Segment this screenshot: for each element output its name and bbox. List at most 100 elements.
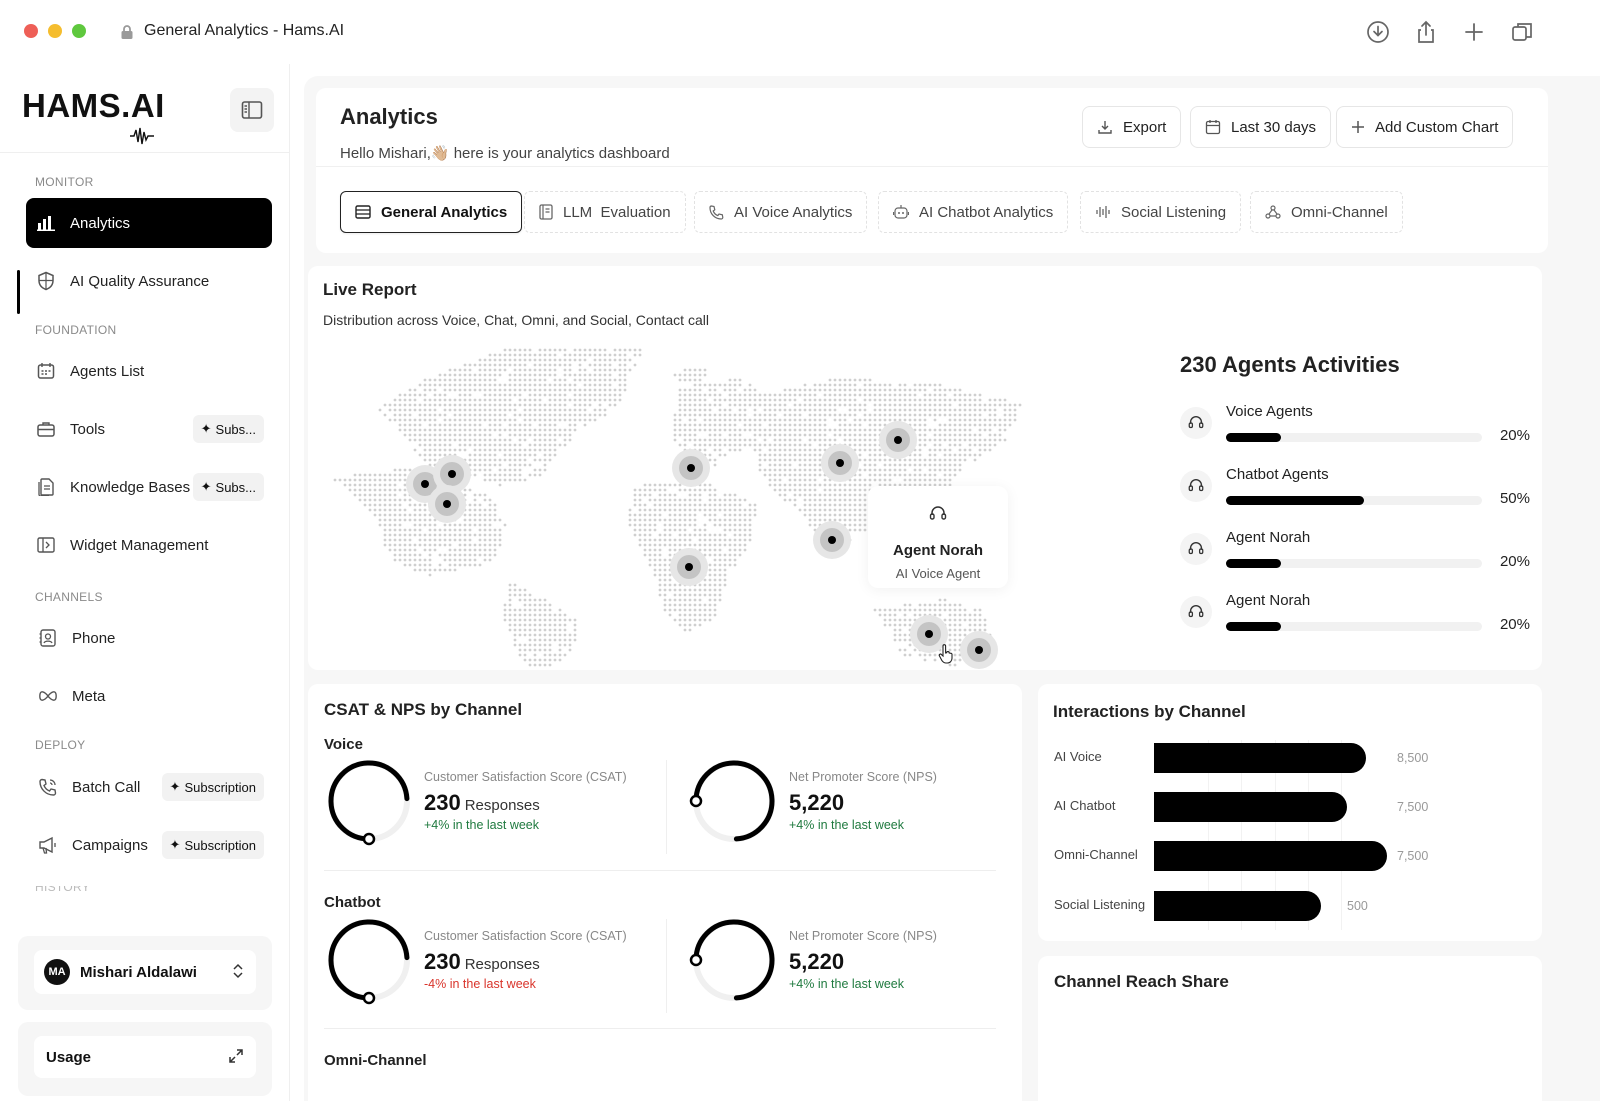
map-dot: [718, 558, 722, 562]
agent-location-marker[interactable]: [821, 444, 859, 482]
map-dot: [913, 383, 917, 387]
tabs-overview-icon[interactable]: [1509, 19, 1535, 45]
map-dot: [443, 533, 447, 537]
sidebar-item-knowledge-bases[interactable]: Knowledge Bases ✦ Subs...: [26, 462, 272, 512]
map-dot: [918, 443, 922, 447]
map-dot: [553, 363, 557, 367]
map-dot: [428, 528, 432, 532]
map-dot: [728, 553, 732, 557]
map-dot: [693, 588, 697, 592]
bar[interactable]: [1154, 792, 1347, 822]
sidebar-item-meta[interactable]: Meta: [26, 671, 272, 721]
sidebar-item-phone[interactable]: Phone: [26, 613, 272, 663]
new-tab-icon[interactable]: [1461, 19, 1487, 45]
activity-row[interactable]: Chatbot Agents 50%: [1180, 466, 1530, 522]
tab-ai-chatbot-analytics[interactable]: AI Chatbot Analytics: [878, 191, 1069, 233]
map-dot: [673, 588, 677, 592]
activity-row[interactable]: Agent Norah 20%: [1180, 592, 1530, 648]
map-dot: [903, 413, 907, 417]
map-dot: [803, 478, 807, 482]
agent-location-marker[interactable]: [670, 548, 708, 586]
map-dot: [913, 608, 917, 612]
map-dot: [523, 348, 527, 352]
map-dot: [653, 523, 657, 527]
map-dot: [408, 543, 412, 547]
chatbot-csat-metric: Customer Satisfaction Score (CSAT) 230 Re…: [324, 915, 644, 1015]
usage-button[interactable]: Usage: [34, 1036, 256, 1078]
share-icon[interactable]: [1413, 19, 1439, 45]
date-range-button[interactable]: Last 30 days: [1190, 106, 1332, 148]
bar[interactable]: [1154, 891, 1321, 921]
map-dot: [398, 513, 402, 517]
map-dot: [513, 583, 517, 587]
subscription-badge[interactable]: ✦ Subs...: [192, 415, 264, 443]
map-dot: [458, 413, 462, 417]
map-dot: [863, 483, 867, 487]
sidebar-item-agents-list[interactable]: Agents List: [26, 346, 272, 396]
window-minimize-button[interactable]: [48, 24, 62, 38]
user-switcher[interactable]: MA Mishari Aldalawi: [34, 950, 256, 994]
map-dot: [568, 428, 572, 432]
agent-location-marker[interactable]: [672, 449, 710, 487]
bar[interactable]: [1154, 841, 1387, 871]
agent-location-marker[interactable]: [879, 421, 917, 459]
map-dot: [563, 393, 567, 397]
sidebar-collapse-button[interactable]: [230, 88, 274, 132]
agent-location-marker[interactable]: [910, 615, 948, 653]
map-dot: [498, 388, 502, 392]
map-dot: [763, 408, 767, 412]
agent-location-marker[interactable]: [433, 455, 471, 493]
map-dot: [788, 433, 792, 437]
sidebar-item-campaigns[interactable]: Campaigns ✦ Subscription: [26, 820, 272, 870]
map-dot: [753, 433, 757, 437]
agent-location-marker[interactable]: [960, 631, 998, 669]
map-dot: [493, 423, 497, 427]
tab-ai-voice-analytics[interactable]: AI Voice Analytics: [694, 191, 868, 233]
map-dot: [923, 458, 927, 462]
map-dot: [878, 483, 882, 487]
map-dot: [553, 638, 557, 642]
map-dot: [653, 518, 657, 522]
map-dot: [423, 508, 427, 512]
agent-location-marker[interactable]: [428, 485, 466, 523]
download-icon[interactable]: [1365, 19, 1391, 45]
map-dot: [638, 523, 642, 527]
map-dot: [928, 448, 932, 452]
map-dot: [938, 383, 942, 387]
sidebar-item-widget-management[interactable]: Widget Management: [26, 520, 272, 570]
sidebar-item-ai-quality-assurance[interactable]: AI Quality Assurance: [26, 256, 272, 306]
tab-omni-channel[interactable]: Omni-Channel: [1250, 191, 1403, 233]
map-dot: [393, 528, 397, 532]
map-dot: [378, 498, 382, 502]
window-close-button[interactable]: [24, 24, 38, 38]
map-dot: [458, 408, 462, 412]
window-maximize-button[interactable]: [72, 24, 86, 38]
sidebar-item-tools[interactable]: Tools ✦ Subs...: [26, 404, 272, 454]
tab-social-listening[interactable]: Social Listening: [1080, 191, 1242, 233]
map-dot: [993, 423, 997, 427]
map-dot: [483, 378, 487, 382]
map-dot: [953, 433, 957, 437]
sidebar-item-analytics[interactable]: Analytics: [26, 198, 272, 248]
subscription-badge[interactable]: ✦ Subs...: [192, 473, 264, 501]
sidebar-item-batch-call[interactable]: Batch Call ✦ Subscription: [26, 762, 272, 812]
bar[interactable]: [1154, 743, 1366, 773]
map-dot: [843, 518, 847, 522]
map-dot: [758, 423, 762, 427]
activity-row[interactable]: Agent Norah 20%: [1180, 529, 1530, 585]
world-map[interactable]: [318, 348, 1028, 670]
map-dot: [488, 473, 492, 477]
add-custom-chart-button[interactable]: Add Custom Chart: [1336, 106, 1514, 148]
subscription-badge[interactable]: ✦ Subscription: [161, 831, 264, 859]
activity-row[interactable]: Voice Agents 20%: [1180, 403, 1530, 459]
tab-general-analytics[interactable]: General Analytics: [340, 191, 523, 233]
logo[interactable]: HAMS.AI: [22, 88, 172, 146]
subscription-badge[interactable]: ✦ Subscription: [161, 773, 264, 801]
map-dot: [798, 418, 802, 422]
map-dot: [538, 423, 542, 427]
map-dot: [728, 513, 732, 517]
tab-llm-evaluation[interactable]: LLM Evaluation: [524, 191, 686, 233]
agent-location-marker[interactable]: [813, 521, 851, 559]
map-dot: [903, 473, 907, 477]
export-button[interactable]: Export: [1082, 106, 1182, 148]
